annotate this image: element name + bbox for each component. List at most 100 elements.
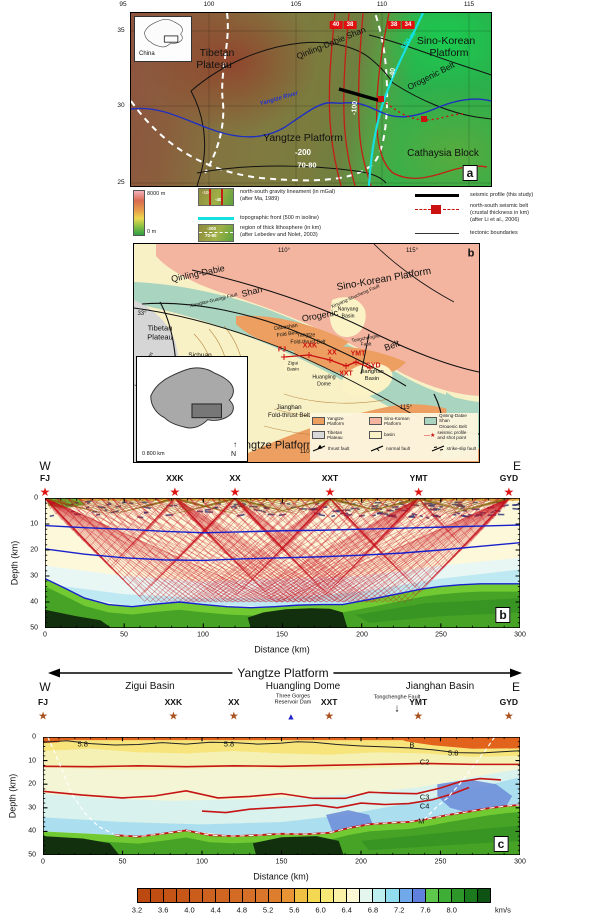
study-area-box <box>191 403 222 419</box>
colorbar-cell <box>399 889 413 902</box>
section-end-label: W <box>39 459 51 473</box>
legend-item-label: Qinling-Dabie Shan Orogenic Belt <box>439 414 467 428</box>
axis-tick: 115 <box>463 0 475 8</box>
axis-tick: 30 <box>117 101 125 109</box>
axis-tick: 40 <box>28 827 36 835</box>
legend-item-label: region of thick lithosphere (in km) (aft… <box>240 225 322 238</box>
panel-b-map: 110°115°33°105°30°110°115°Sino-Korean Pl… <box>133 243 480 463</box>
legend-item-label: seismic profile (this study) <box>470 192 534 198</box>
axis-tick: 100 <box>196 858 208 866</box>
yangtze-river <box>131 98 491 138</box>
gravity-value: -40 <box>215 197 222 202</box>
colorbar-tick: 6.0 <box>315 905 326 915</box>
seismic-belt-box <box>378 96 384 102</box>
legend-item: Yangtze Platform <box>312 414 369 428</box>
colorbar-tick: 6.8 <box>367 905 379 915</box>
legend-item-label: tectonic boundaries <box>470 230 518 236</box>
topographic-front-icon <box>198 217 234 220</box>
topographic-front-line <box>367 13 424 186</box>
station-label: YMT <box>409 696 428 707</box>
station-label: XXK <box>164 696 183 707</box>
dam-label: Reservoir Dam <box>274 699 312 706</box>
axis-tick: 200 <box>355 858 367 866</box>
legend-item: strike-slip fault <box>431 444 476 452</box>
dam-label: Three Gorges <box>276 693 310 700</box>
region-label: Zigui Basin <box>125 681 175 692</box>
axis-tick: 150 <box>275 858 288 866</box>
axis-tick: 0 <box>32 733 36 741</box>
shot-point-star: ★ <box>229 485 241 499</box>
colorbar-cell <box>255 889 269 902</box>
colorbar-cell <box>242 889 256 902</box>
shot-point-star: ★ <box>324 485 336 499</box>
station-label: GYD <box>499 696 519 707</box>
seismic-profile-icon <box>415 194 459 197</box>
region-label: Huangling Dome <box>265 681 341 692</box>
colorbar-tick: 6.4 <box>341 905 352 915</box>
colorbar-cell <box>464 889 479 902</box>
axis-tick: 50 <box>28 851 36 859</box>
axis-tick: 20 <box>30 546 38 554</box>
legend-item: thrust fault <box>312 444 349 452</box>
seismic-belt-dotted <box>381 99 464 121</box>
station-label: YMT <box>409 472 428 483</box>
seismic-belt-icon <box>443 209 459 210</box>
legend-item: Qinling-Dabie Shan Orogenic Belt <box>424 414 478 428</box>
station-label: XXT <box>321 472 339 483</box>
colorbar-unit: km/s <box>495 905 511 915</box>
colorbar-cell <box>177 889 191 902</box>
section-c-velocity-model: Yangtze Platform 5.8 5.8 5.8 B C2 C3 C4 M W E Zig… <box>0 660 600 924</box>
colorbar-cell <box>138 889 152 902</box>
gravity-lineaments <box>328 13 488 186</box>
axis-tick: 30 <box>28 804 36 812</box>
x-axis-label: Distance (km) <box>253 871 309 882</box>
axis-tick: 0 <box>43 631 47 639</box>
dabashan-fold-belt-region <box>236 315 349 354</box>
legend-item-label: topographic front (500 m isoline) <box>240 215 319 221</box>
china-outline <box>144 19 183 48</box>
legend-item-label: normal fault <box>386 445 411 451</box>
seismic-profile-line <box>338 87 382 103</box>
axis-tick: 40 <box>30 598 38 606</box>
colorbar-cell <box>386 889 400 902</box>
tectonic-boundaries <box>190 34 491 186</box>
colorbar-cell <box>203 889 217 902</box>
legend-swatch <box>369 431 382 439</box>
dam-triangle-icon: ▲ <box>286 711 296 722</box>
fault-legend-row: thrust fault normal fault strike-slip faul… <box>312 444 476 452</box>
axis-tick: 10 <box>30 520 38 528</box>
station-label: FJ <box>40 472 50 483</box>
china-outline <box>150 367 234 429</box>
x-axis-label: Distance (km) <box>254 644 310 655</box>
elevation-colorbar <box>133 190 145 236</box>
zigui-basin-region <box>284 362 300 374</box>
legend-swatch <box>312 417 325 425</box>
axis-tick: 200 <box>356 631 368 639</box>
axis-tick: 250 <box>434 858 447 866</box>
legend-item-label: Sino-Korean Platform <box>384 415 410 426</box>
colorbar-cell <box>151 889 165 902</box>
axis-tick: 110 <box>376 0 388 8</box>
colorbar-cell <box>425 889 439 902</box>
gravity-lineament-icon: -100 -40 <box>198 188 234 206</box>
colorbar-cell <box>268 889 282 902</box>
shot-point-star: ★ <box>168 710 179 723</box>
axis-tick: 250 <box>435 631 447 639</box>
seismic-profile-on-map <box>281 352 373 371</box>
gravity-value: -100 <box>202 190 212 195</box>
thick-lithosphere-icon: -200 70-80 <box>198 224 234 242</box>
platform-span-label: Yangtze Platform <box>232 667 334 679</box>
north-label: N <box>231 451 237 458</box>
axis-tick: 25 <box>117 178 125 186</box>
colorbar-cell <box>347 889 361 902</box>
legend-item-label: strike-slip fault <box>446 445 476 451</box>
seismic-belt-icon <box>431 205 441 214</box>
strike-slip-fault-icon <box>431 445 444 452</box>
section-b-plot <box>45 498 520 628</box>
normal-fault-icon <box>370 445 384 452</box>
region-label: Jianghan Basin <box>405 681 475 692</box>
velocity-colorbar <box>137 888 491 903</box>
y-axis-label: Depth (km) <box>9 540 20 586</box>
legend-item-label: Tibetan Plateau <box>327 429 343 440</box>
colorbar-tick: 7.2 <box>394 905 405 915</box>
